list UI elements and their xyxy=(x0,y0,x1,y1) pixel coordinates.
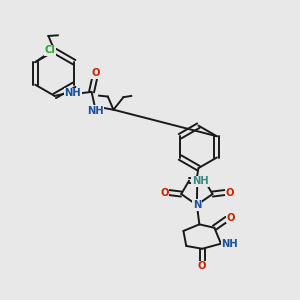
Text: O: O xyxy=(225,188,234,197)
Text: O: O xyxy=(160,188,169,197)
Text: O: O xyxy=(91,68,100,78)
Text: NH: NH xyxy=(221,239,238,249)
Text: O: O xyxy=(227,213,235,223)
Text: NH: NH xyxy=(192,176,208,186)
Text: NH: NH xyxy=(64,88,81,98)
Text: NH: NH xyxy=(87,106,104,116)
Text: Cl: Cl xyxy=(45,45,56,55)
Text: N: N xyxy=(193,200,201,210)
Text: O: O xyxy=(198,261,206,271)
